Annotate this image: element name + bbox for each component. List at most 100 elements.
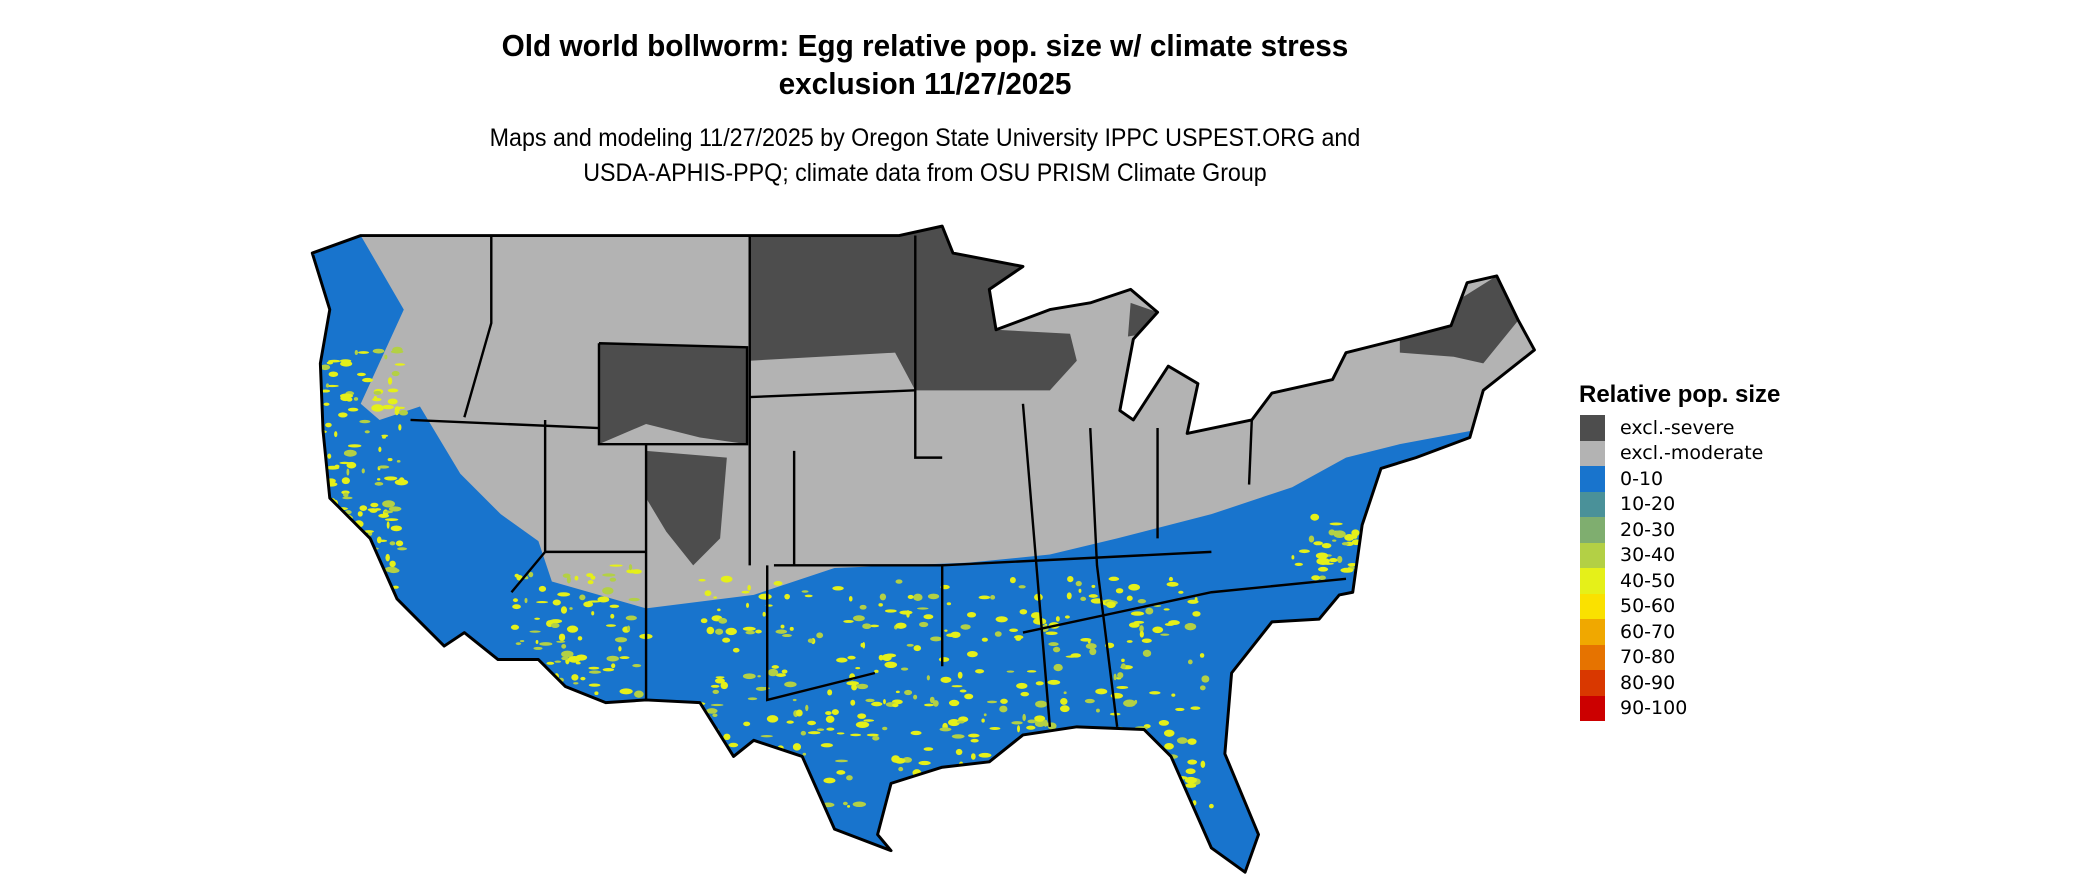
speckle-40-50: [363, 564, 368, 569]
speckle-40-50: [1116, 783, 1120, 791]
map-subtitle-line1: Maps and modeling 11/27/2025 by Oregon S…: [489, 124, 1361, 152]
speckle-40-50: [1070, 773, 1083, 779]
speckle-40-50: [353, 397, 359, 401]
speckle-40-50: [836, 770, 846, 775]
speckle-40-50: [1209, 803, 1214, 809]
speckle-40-50: [712, 689, 720, 695]
speckle-40-50: [320, 389, 331, 393]
speckle-40-50: [1135, 762, 1142, 768]
speckle-40-50: [628, 597, 640, 602]
speckle-40-50: [364, 549, 372, 555]
speckle-40-50: [1316, 557, 1330, 565]
speckle-40-50: [1185, 783, 1197, 788]
speckle-40-50: [1080, 638, 1092, 642]
speckle-40-50: [786, 720, 794, 724]
speckle-40-50: [851, 683, 858, 691]
speckle-40-50: [385, 553, 390, 562]
speckle-40-50: [340, 587, 351, 591]
speckle-40-50: [1321, 543, 1332, 549]
speckle-40-50: [1184, 776, 1197, 784]
speckle-40-50: [529, 630, 541, 633]
speckle-40-50: [1091, 584, 1096, 588]
speckle-40-50: [554, 660, 562, 663]
speckle-40-50: [357, 511, 363, 517]
speckle-40-50: [855, 721, 870, 728]
speckle-40-50: [1021, 762, 1026, 770]
speckle-40-50: [1111, 737, 1117, 744]
speckle-40-50: [1010, 777, 1015, 781]
speckle-40-50: [946, 633, 957, 638]
speckle-40-50: [1165, 777, 1178, 785]
speckle-40-50: [588, 670, 602, 674]
speckle-40-50: [960, 624, 971, 630]
speckle-40-50: [784, 593, 790, 600]
speckle-40-50: [1088, 741, 1097, 744]
legend-item: 30-40: [1571, 542, 1780, 568]
speckle-40-50: [1145, 771, 1154, 776]
speckle-40-50: [379, 626, 385, 631]
speckle-40-50: [632, 663, 642, 668]
speckle-40-50: [359, 419, 371, 424]
speckle-40-50: [1020, 691, 1030, 697]
speckle-40-50: [832, 586, 844, 591]
speckle-40-50: [366, 576, 378, 584]
speckle-40-50: [374, 482, 384, 486]
speckle-40-50: [720, 575, 733, 583]
legend-swatch: [1580, 670, 1605, 696]
speckle-40-50: [1095, 688, 1108, 695]
speckle-40-50: [722, 637, 731, 643]
region-excl-severe-wyoming: [598, 343, 748, 445]
map-title-line1: Old world bollworm: Egg relative pop. si…: [501, 28, 1349, 63]
speckle-40-50: [869, 624, 880, 628]
speckle-40-50: [396, 460, 401, 463]
speckle-40-50: [948, 718, 960, 727]
speckle-40-50: [758, 593, 772, 600]
speckle-40-50: [1123, 699, 1136, 707]
speckle-40-50: [1311, 575, 1321, 581]
speckle-40-50: [362, 377, 374, 383]
speckle-40-50: [1015, 637, 1022, 641]
state-border-line: [410, 418, 600, 430]
speckle-40-50: [332, 527, 338, 534]
speckle-40-50: [395, 540, 404, 547]
speckle-40-50: [619, 656, 630, 660]
speckle-40-50: [534, 617, 541, 620]
speckle-40-50: [384, 476, 398, 481]
speckle-40-50: [1051, 783, 1058, 788]
speckle-40-50: [561, 650, 574, 658]
speckle-40-50: [1132, 781, 1144, 787]
speckle-40-50: [1341, 542, 1349, 546]
legend-label: 10-20: [1620, 493, 1676, 516]
speckle-40-50: [784, 681, 797, 688]
speckle-40-50: [862, 641, 866, 649]
speckle-40-50: [588, 683, 601, 687]
speckle-40-50: [1026, 670, 1037, 673]
speckle-40-50: [1153, 743, 1157, 749]
speckle-40-50: [1066, 592, 1072, 600]
speckle-40-50: [773, 581, 783, 586]
speckle-40-50: [606, 655, 619, 662]
speckle-40-50: [1134, 770, 1145, 774]
speckle-40-50: [524, 597, 528, 604]
speckle-40-50: [344, 519, 349, 526]
speckle-40-50: [1017, 756, 1025, 762]
speckle-40-50: [843, 619, 854, 623]
speckle-40-50: [856, 683, 869, 690]
speckle-40-50: [986, 700, 998, 704]
speckle-40-50: [971, 753, 976, 760]
speckle-40-50: [712, 713, 718, 717]
speckle-40-50: [1022, 713, 1026, 722]
speckle-40-50: [1161, 772, 1172, 777]
speckle-40-50: [538, 585, 547, 592]
speckle-40-50: [611, 663, 616, 669]
speckle-40-50: [771, 665, 780, 669]
speckle-40-50: [715, 676, 725, 679]
speckle-40-50: [1310, 513, 1320, 521]
speckle-40-50: [1063, 779, 1074, 786]
speckle-40-50: [1315, 552, 1329, 559]
speckle-40-50: [855, 666, 861, 670]
legend-swatch: [1580, 542, 1605, 568]
speckle-40-50: [743, 721, 751, 727]
speckle-40-50: [602, 667, 615, 672]
speckle-40-50: [767, 668, 779, 677]
